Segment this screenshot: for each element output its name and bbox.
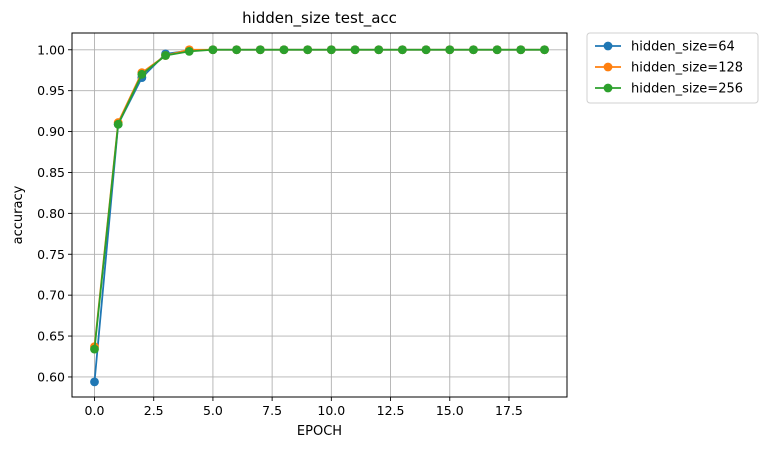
x-axis-label: EPOCH xyxy=(297,424,342,439)
x-tick-label: 17.5 xyxy=(495,403,523,418)
data-point xyxy=(540,45,549,55)
x-tick-label: 2.5 xyxy=(144,403,164,418)
grid xyxy=(72,33,567,397)
data-point xyxy=(255,45,265,55)
legend: hidden_size=64 hidden_size=128 hidden_size… xyxy=(586,32,759,104)
legend-swatch-marker xyxy=(603,83,613,93)
data-point xyxy=(279,45,289,55)
series-line xyxy=(93,48,545,347)
data-point xyxy=(469,45,478,55)
series-1 xyxy=(90,45,549,387)
legend-label: hidden_size=128 xyxy=(631,61,743,76)
series-3 xyxy=(90,45,549,354)
x-tick-label: 12.5 xyxy=(377,403,405,418)
data-point xyxy=(492,45,502,55)
legend-item: hidden_size=256 xyxy=(595,82,743,97)
series-line xyxy=(93,48,545,350)
legend-swatch-marker xyxy=(603,62,613,72)
x-tick-label: 15.0 xyxy=(436,403,464,418)
data-point xyxy=(326,45,336,55)
data-point xyxy=(208,45,218,55)
plot-frame xyxy=(71,32,568,398)
data-point xyxy=(113,119,123,129)
y-axis-label: accuracy xyxy=(11,185,26,244)
y-tick-label: 0.60 xyxy=(37,369,65,384)
legend-swatch-marker xyxy=(603,41,613,51)
data-point xyxy=(350,45,360,55)
legend-label: hidden_size=64 xyxy=(631,40,735,55)
data-point xyxy=(421,45,431,55)
x-tick-label: 0.0 xyxy=(85,403,105,418)
y-tick-label: 0.75 xyxy=(37,247,65,262)
data-point xyxy=(90,377,99,387)
y-tick-label: 0.80 xyxy=(37,206,65,221)
y-tick-label: 0.90 xyxy=(37,124,65,139)
data-point xyxy=(397,45,407,55)
data-point xyxy=(184,47,194,56)
y-tick-label: 0.95 xyxy=(37,83,65,98)
legend-box xyxy=(586,32,759,104)
x-tick-label: 7.5 xyxy=(262,403,282,418)
axis-ticks: 0.0 2.5 5.0 7.5 10.0 12.5 15.0 17.5 0.60 0.65 0.70… xyxy=(37,42,523,418)
y-tick-label: 0.65 xyxy=(37,329,65,344)
data-point xyxy=(445,45,455,55)
data-point xyxy=(161,51,170,60)
data-point xyxy=(516,45,526,55)
legend-item: hidden_size=64 xyxy=(595,40,735,55)
x-tick-label: 5.0 xyxy=(203,403,223,418)
data-point xyxy=(303,45,313,55)
data-point xyxy=(90,344,99,354)
x-tick-label: 10.0 xyxy=(317,403,345,418)
legend-item: hidden_size=128 xyxy=(595,61,743,76)
series-line xyxy=(93,48,545,382)
y-tick-label: 1.00 xyxy=(37,42,65,57)
chart-title: hidden_size test_acc xyxy=(242,9,397,28)
data-point xyxy=(374,45,384,55)
y-tick-label: 0.85 xyxy=(37,165,65,180)
series-layer xyxy=(90,45,549,387)
y-tick-label: 0.70 xyxy=(37,288,65,303)
data-point xyxy=(137,69,147,79)
data-point xyxy=(232,45,242,55)
series-2 xyxy=(90,45,549,352)
legend-label: hidden_size=256 xyxy=(631,82,743,97)
